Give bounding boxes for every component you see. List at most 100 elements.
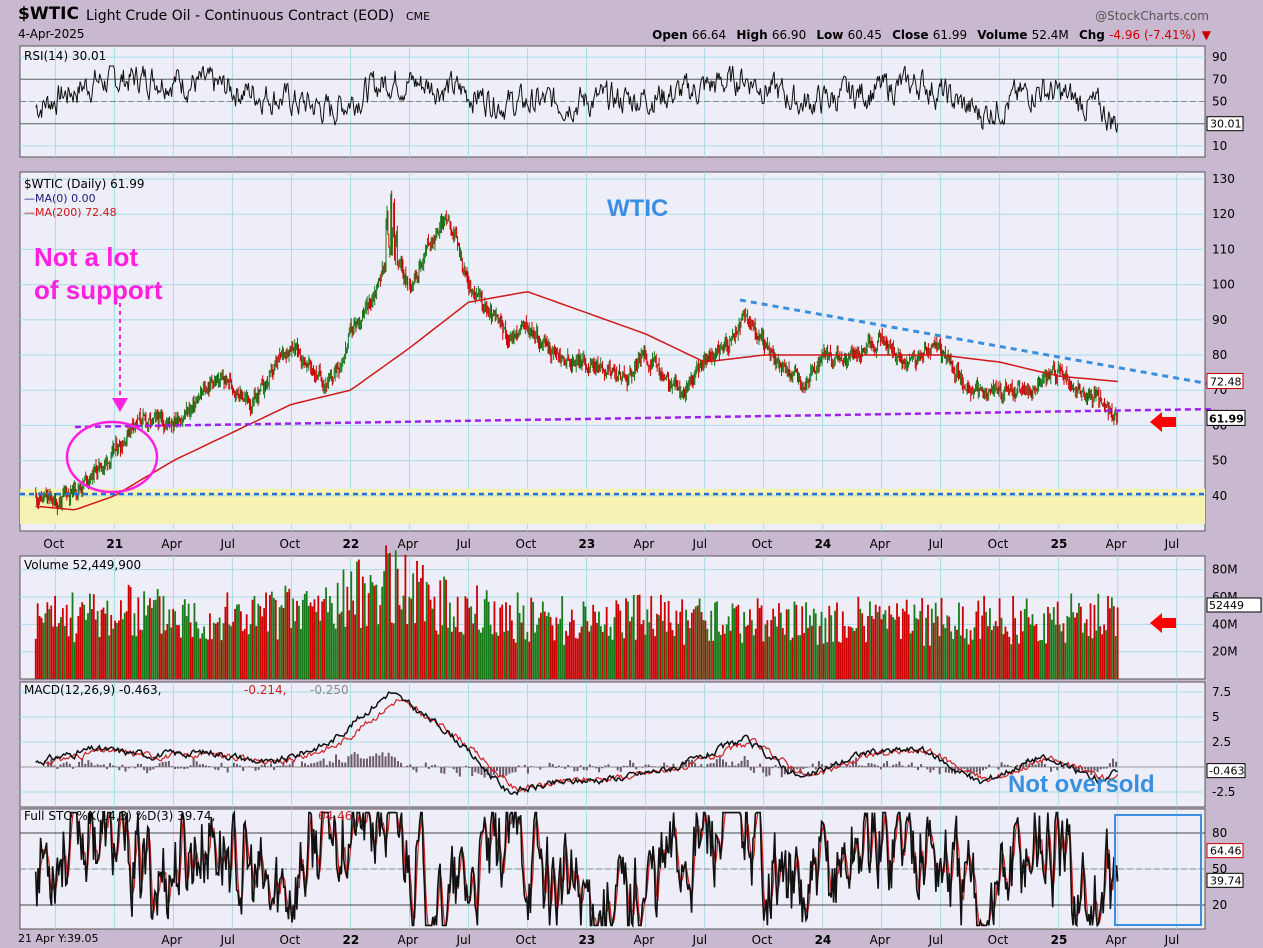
volume-bar xyxy=(1050,619,1053,679)
volume-bar xyxy=(48,609,51,679)
macd-histogram-bar xyxy=(598,767,601,773)
volume-bar xyxy=(145,615,147,679)
macd-histogram-bar xyxy=(356,754,359,767)
volume-bar xyxy=(636,595,639,679)
volume-bar xyxy=(1095,630,1098,679)
volume-bar xyxy=(611,639,614,679)
macd-histogram-bar xyxy=(353,752,356,767)
volume-bar xyxy=(1023,609,1026,679)
volume-bar xyxy=(975,611,978,679)
macd-histogram-bar xyxy=(270,763,273,767)
volume-bar xyxy=(714,602,716,679)
volume-bar xyxy=(179,637,182,679)
not-oversold-annotation: Not oversold xyxy=(1008,771,1155,798)
volume-bar xyxy=(75,633,78,679)
volume-bar xyxy=(261,616,264,679)
macd-histogram-bar xyxy=(223,767,226,768)
volume-bar xyxy=(472,623,475,679)
volume-bar xyxy=(253,595,256,679)
volume-bar xyxy=(410,598,413,679)
volume-bar xyxy=(127,584,130,679)
volume-bar xyxy=(1072,612,1075,679)
volume-bar xyxy=(412,573,415,679)
macd-histogram-bar xyxy=(350,754,353,767)
volume-bar xyxy=(520,622,523,679)
volume-bar xyxy=(741,642,744,679)
macd-histogram-bar xyxy=(833,764,836,767)
volume-bar xyxy=(222,623,225,679)
macd-histogram-bar xyxy=(542,767,545,768)
macd-histogram-bar xyxy=(273,767,276,770)
volume-bar xyxy=(468,607,471,679)
volume-bar xyxy=(814,613,817,679)
volume-bar xyxy=(929,645,931,679)
volume-bar xyxy=(447,627,449,679)
volume-bar xyxy=(224,606,227,679)
volume-bar xyxy=(292,598,295,679)
volume-bar xyxy=(423,621,426,679)
volume-bar xyxy=(894,619,896,679)
y-tick-label: 90 xyxy=(1212,313,1227,327)
volume-bar xyxy=(919,611,922,679)
macd-histogram-bar xyxy=(375,753,378,767)
volume-bar xyxy=(121,619,124,679)
volume-bar xyxy=(987,626,989,679)
volume-bar xyxy=(867,615,869,679)
macd-histogram-bar xyxy=(981,767,984,771)
stockcharts-credit[interactable]: @StockCharts.com xyxy=(1095,9,1209,23)
macd-histogram-bar xyxy=(814,767,817,770)
volume-bar xyxy=(1002,634,1005,679)
volume-bar xyxy=(983,595,986,679)
macd-histogram-bar xyxy=(1022,763,1025,767)
macd-histogram-bar xyxy=(1053,767,1056,768)
volume-bar xyxy=(1074,617,1076,679)
volume-bar xyxy=(954,625,956,679)
volume-bar xyxy=(491,634,494,679)
macd-histogram-bar xyxy=(548,762,551,767)
volume-bar xyxy=(857,596,860,679)
macd-histogram-bar xyxy=(248,766,251,767)
ma200-line xyxy=(35,291,1118,511)
volume-bar xyxy=(63,625,66,679)
volume-bar xyxy=(1010,644,1013,679)
macd-histogram-bar xyxy=(1025,759,1028,767)
volume-bar xyxy=(1049,613,1051,679)
volume-bar xyxy=(838,641,840,679)
macd-histogram-bar xyxy=(966,767,969,772)
macd-histogram-bar xyxy=(842,767,845,768)
y-tick-label: -2.5 xyxy=(1212,785,1235,799)
macd-histogram-bar xyxy=(576,767,579,772)
macd-histogram-bar xyxy=(195,761,198,767)
volume-bar xyxy=(828,605,831,679)
chg-label: Chg xyxy=(1078,28,1105,42)
macd-histogram-bar xyxy=(644,764,647,767)
volume-bar xyxy=(522,605,525,679)
volume-bar xyxy=(1039,639,1042,679)
volume-bar xyxy=(1110,597,1113,679)
macd-histogram-bar xyxy=(180,767,183,769)
macd-histogram-bar xyxy=(1077,767,1080,773)
macd-histogram-bar xyxy=(759,763,762,767)
volume-bar xyxy=(404,554,407,679)
macd-histogram-bar xyxy=(1037,763,1040,767)
volume-bar xyxy=(108,635,111,679)
panel-bg xyxy=(19,681,1206,808)
macd-histogram-bar xyxy=(721,759,724,767)
macd-histogram-bar xyxy=(653,766,656,767)
volume-bar xyxy=(712,640,715,679)
volume-bar xyxy=(572,620,575,679)
volume-bar xyxy=(692,609,695,679)
volume-bar xyxy=(65,604,68,679)
volume-bar xyxy=(377,624,380,679)
volume-bar xyxy=(563,644,566,679)
macd-histogram-bar xyxy=(229,766,232,767)
macd-histogram-bar xyxy=(1000,762,1003,767)
macd-histogram-bar xyxy=(817,761,820,767)
bottom-x-tick-label: 23 xyxy=(579,933,596,947)
volume-bar xyxy=(696,605,699,679)
volume-bar xyxy=(307,605,310,679)
volume-bar xyxy=(493,601,496,679)
volume-bar xyxy=(1078,603,1080,679)
downtrend-line xyxy=(739,298,1211,386)
